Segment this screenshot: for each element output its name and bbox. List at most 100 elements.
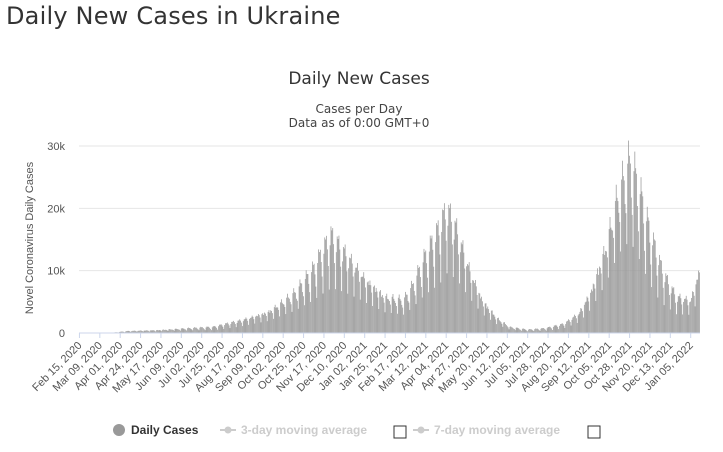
bar bbox=[556, 325, 558, 333]
bar bbox=[689, 302, 691, 333]
bar bbox=[606, 257, 608, 333]
bar bbox=[340, 266, 342, 333]
bar bbox=[192, 330, 194, 333]
bar bbox=[314, 274, 316, 333]
bar bbox=[609, 216, 611, 333]
bar bbox=[208, 326, 210, 333]
bar bbox=[187, 328, 188, 333]
bar bbox=[319, 252, 320, 333]
bar bbox=[240, 320, 241, 333]
bar bbox=[319, 249, 321, 333]
bar bbox=[543, 328, 544, 333]
bar bbox=[625, 213, 627, 333]
bar bbox=[553, 325, 555, 333]
bar bbox=[188, 328, 190, 333]
legend-item-7-day-average[interactable]: 7-day moving average bbox=[413, 423, 601, 439]
bar bbox=[349, 257, 350, 333]
bar bbox=[562, 324, 564, 333]
bar-series-daily-cases bbox=[110, 140, 700, 333]
bar bbox=[148, 330, 149, 333]
bar bbox=[569, 321, 571, 333]
bar bbox=[575, 318, 577, 333]
bar bbox=[581, 308, 583, 333]
bar bbox=[561, 323, 563, 333]
bar bbox=[647, 217, 649, 333]
bar bbox=[367, 281, 369, 333]
bar bbox=[496, 324, 497, 333]
legend-item-3-day-average[interactable]: 3-day moving average bbox=[220, 423, 407, 439]
bar bbox=[384, 312, 386, 333]
bar bbox=[147, 330, 148, 333]
bar bbox=[179, 330, 181, 333]
bar bbox=[568, 319, 569, 333]
legend-item-daily-cases[interactable]: Daily Cases bbox=[113, 423, 199, 437]
bar bbox=[191, 329, 193, 333]
bar bbox=[559, 325, 560, 333]
bar bbox=[534, 329, 536, 333]
bar bbox=[304, 278, 306, 333]
bar bbox=[353, 296, 355, 333]
bar bbox=[214, 325, 216, 333]
bar bbox=[350, 253, 352, 333]
bar bbox=[642, 196, 644, 333]
bar bbox=[328, 289, 330, 333]
bar bbox=[335, 289, 336, 333]
page-title: Daily New Cases in Ukraine bbox=[6, 2, 341, 30]
bar bbox=[599, 266, 600, 333]
bar bbox=[362, 276, 364, 333]
bar bbox=[342, 261, 343, 333]
bar bbox=[487, 306, 489, 333]
bar bbox=[606, 251, 607, 333]
bar bbox=[122, 331, 124, 333]
bar bbox=[244, 318, 246, 333]
bar bbox=[414, 295, 416, 333]
bar bbox=[381, 296, 382, 333]
bar bbox=[425, 250, 427, 333]
bar bbox=[222, 326, 224, 333]
bar bbox=[575, 315, 576, 333]
bar bbox=[570, 325, 572, 333]
bar bbox=[407, 300, 409, 333]
bar bbox=[203, 328, 204, 333]
bar bbox=[405, 291, 406, 333]
bar bbox=[265, 315, 267, 333]
bar bbox=[190, 329, 192, 333]
bar bbox=[645, 273, 646, 333]
bar bbox=[501, 323, 503, 333]
bar bbox=[334, 263, 335, 333]
bar bbox=[415, 304, 417, 333]
bar bbox=[674, 294, 676, 333]
bar bbox=[280, 299, 282, 333]
bar bbox=[484, 303, 486, 333]
checkbox-7-day-average[interactable] bbox=[587, 425, 601, 439]
bar bbox=[502, 326, 504, 333]
bar bbox=[640, 177, 642, 333]
bar bbox=[618, 212, 620, 333]
bar bbox=[503, 322, 505, 333]
bar bbox=[505, 324, 506, 333]
bar bbox=[200, 326, 202, 333]
bar bbox=[430, 238, 432, 333]
bar bbox=[236, 323, 238, 333]
bar bbox=[479, 293, 481, 333]
bar bbox=[423, 248, 425, 333]
bar bbox=[614, 262, 615, 333]
bar bbox=[441, 231, 443, 333]
bar bbox=[158, 330, 160, 333]
bar bbox=[462, 240, 464, 333]
bar bbox=[444, 219, 446, 333]
bar bbox=[259, 317, 261, 333]
bar bbox=[409, 309, 411, 333]
bar bbox=[447, 225, 449, 333]
bar bbox=[603, 246, 605, 333]
bar bbox=[437, 220, 439, 333]
checkbox-3-day-average[interactable] bbox=[393, 425, 407, 439]
bar bbox=[211, 330, 212, 333]
bar bbox=[607, 277, 609, 333]
bar bbox=[590, 292, 591, 333]
bar bbox=[412, 284, 413, 333]
bar bbox=[552, 326, 554, 333]
bar bbox=[273, 318, 274, 333]
bar bbox=[391, 296, 393, 333]
bar bbox=[331, 230, 333, 333]
